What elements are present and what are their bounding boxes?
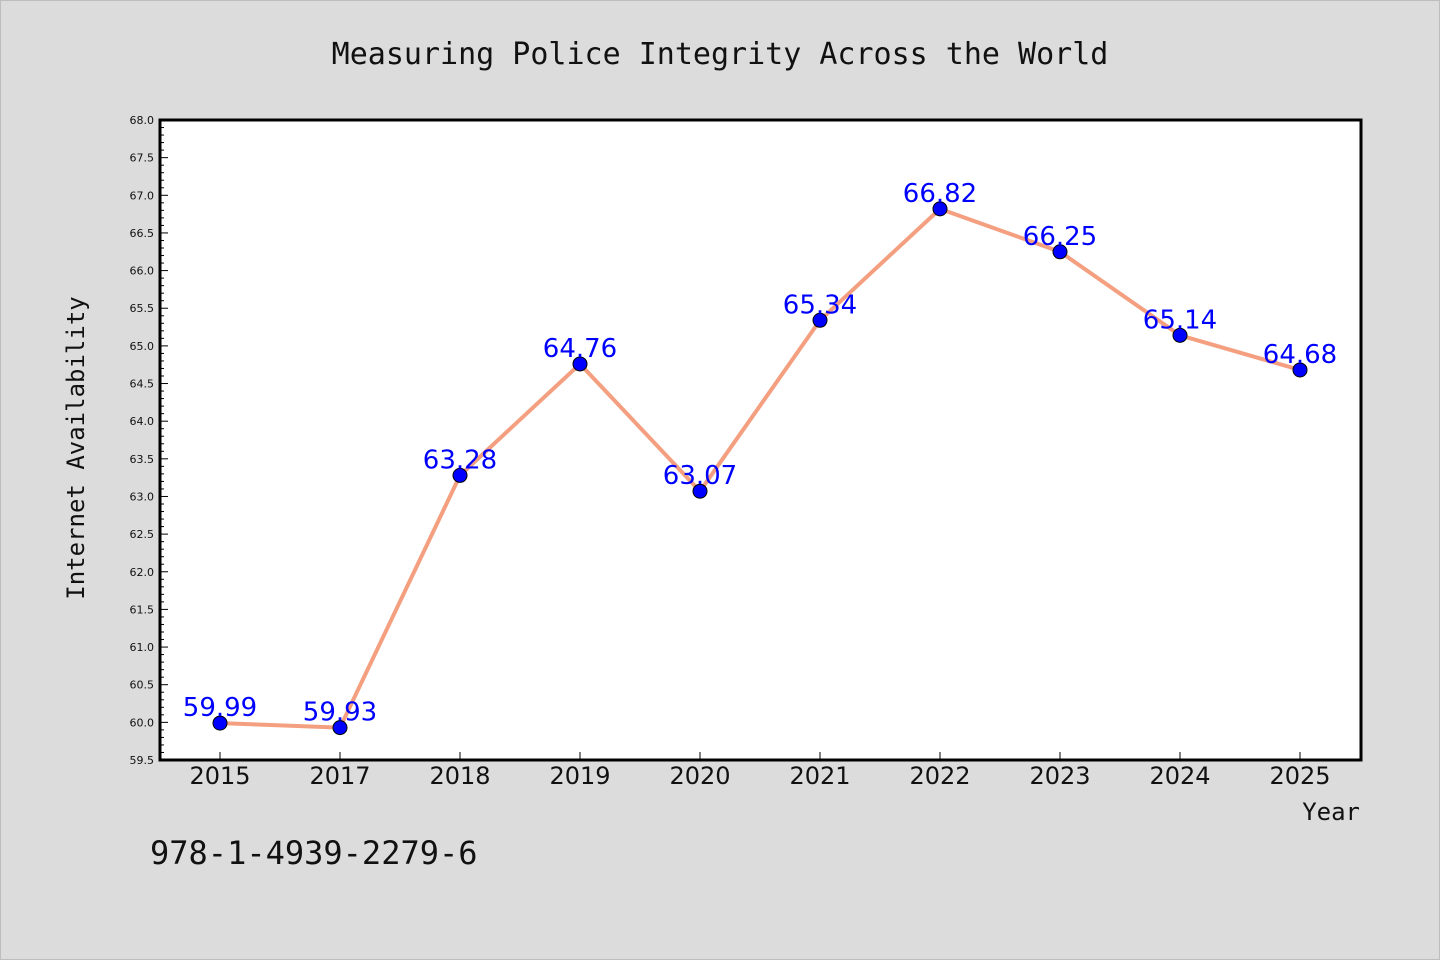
- y-tick-label: 65.5: [130, 302, 155, 315]
- x-tick-label: 2015: [189, 762, 250, 790]
- series-markers: [212, 201, 1308, 736]
- y-axis-label: Internet Availability: [62, 296, 90, 599]
- plot-area: [160, 120, 1361, 760]
- data-point-2020: [692, 483, 708, 499]
- x-tick-label: 2022: [909, 762, 970, 790]
- x-axis-label: Year: [1302, 798, 1360, 826]
- y-tick-label: 61.5: [130, 603, 155, 616]
- x-tick-label: 2017: [309, 762, 370, 790]
- data-point-2017: [332, 720, 348, 736]
- data-label-2022: 66.82: [903, 179, 977, 209]
- y-tick-label: 62.5: [130, 528, 155, 541]
- data-label-2015: 59.99: [183, 693, 257, 723]
- y-tick-label: 64.5: [130, 378, 155, 391]
- y-tick-label: 66.0: [130, 265, 155, 278]
- data-point-2019: [572, 356, 588, 372]
- data-label-2018: 63.28: [423, 445, 497, 475]
- x-axis: 2015 2017 2018 2019 2020 2021 2022 2023 2024 2025: [189, 752, 1331, 790]
- y-tick-label: 64.0: [130, 415, 155, 428]
- y-tick-label: 68.0: [130, 114, 155, 127]
- y-tick-label: 61.0: [130, 641, 155, 654]
- series-line: [218, 206, 1302, 730]
- data-point-2018: [452, 467, 468, 483]
- chart-title: Measuring Police Integrity Across the Wo…: [332, 37, 1109, 72]
- y-tick-label: 63.0: [130, 490, 155, 503]
- y-tick-label: 60.5: [130, 679, 155, 692]
- data-labels: 59.99 59.93 63.28 64.76 63.07 65.34 66.82 66.25…: [183, 179, 1337, 728]
- data-point-2023: [1052, 244, 1068, 260]
- series-path: [218, 206, 1302, 730]
- plot-border: [158, 118, 1363, 762]
- y-tick-label: 67.0: [130, 189, 155, 202]
- data-point-2025: [1292, 362, 1308, 378]
- data-label-2025: 64.68: [1263, 340, 1337, 370]
- data-point-2015: [212, 715, 228, 731]
- x-tick-label: 2024: [1149, 762, 1210, 790]
- y-tick-label: 59.5: [130, 754, 155, 767]
- x-tick-label: 2020: [669, 762, 730, 790]
- data-point-2022: [932, 201, 948, 217]
- x-tick-label: 2021: [789, 762, 850, 790]
- data-label-2019: 64.76: [543, 334, 617, 364]
- x-tick-label: 2023: [1029, 762, 1090, 790]
- y-tick-label: 66.5: [130, 227, 155, 240]
- y-tick-label: 60.0: [130, 716, 155, 729]
- x-tick-label: 2025: [1269, 762, 1330, 790]
- y-axis: 59.5 60.0 60.5 61.0 61.5 62.0 62.5 63.0 63.5 64.0…: [130, 114, 168, 767]
- y-tick-label: 65.0: [130, 340, 155, 353]
- y-tick-label: 63.5: [130, 453, 155, 466]
- data-label-2023: 66.25: [1023, 222, 1097, 252]
- isbn-text: 978-1-4939-2279-6: [150, 834, 478, 872]
- data-label-2017: 59.93: [303, 698, 377, 728]
- data-point-2021: [812, 312, 828, 328]
- x-tick-label: 2019: [549, 762, 610, 790]
- data-label-2024: 65.14: [1143, 305, 1217, 335]
- x-tick-label: 2018: [429, 762, 490, 790]
- y-tick-label: 67.5: [130, 152, 155, 165]
- data-point-2024: [1172, 327, 1188, 343]
- data-label-2020: 63.07: [663, 461, 737, 491]
- y-tick-label: 62.0: [130, 566, 155, 579]
- data-label-2021: 65.34: [783, 290, 857, 320]
